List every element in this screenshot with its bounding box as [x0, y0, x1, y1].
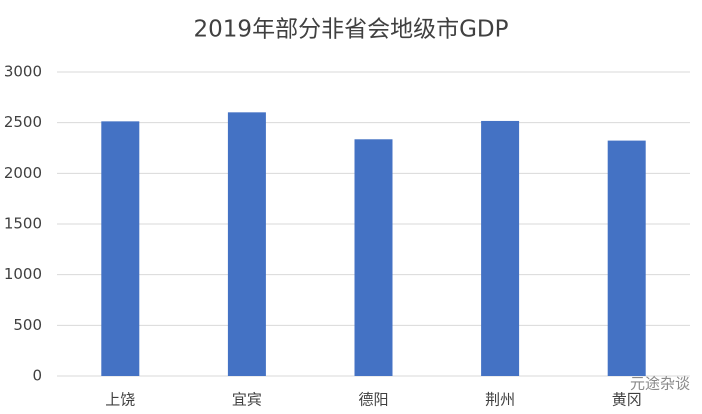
- y-tick-label: 0: [32, 367, 42, 385]
- watermark: 元途杂谈: [630, 375, 690, 393]
- y-tick-label: 1000: [4, 265, 42, 283]
- bar: [227, 112, 266, 377]
- y-tick-label: 3000: [4, 63, 42, 81]
- x-tick-label: 黄冈: [612, 391, 642, 409]
- bar: [354, 139, 393, 376]
- chart-title: 2019年部分非省会地级市GDP: [194, 17, 509, 43]
- y-tick-label: 2000: [4, 164, 42, 182]
- y-tick-label: 500: [13, 316, 42, 334]
- x-tick-label: 上饶: [105, 391, 135, 409]
- x-tick-label: 德阳: [358, 391, 388, 409]
- bar: [101, 121, 140, 376]
- x-tick-label: 宜宾: [232, 391, 262, 409]
- x-tick-label: 荆州: [485, 391, 515, 409]
- bar: [481, 120, 520, 376]
- bar: [607, 140, 646, 376]
- y-tick-label: 2500: [4, 113, 42, 131]
- y-tick-label: 1500: [4, 215, 42, 233]
